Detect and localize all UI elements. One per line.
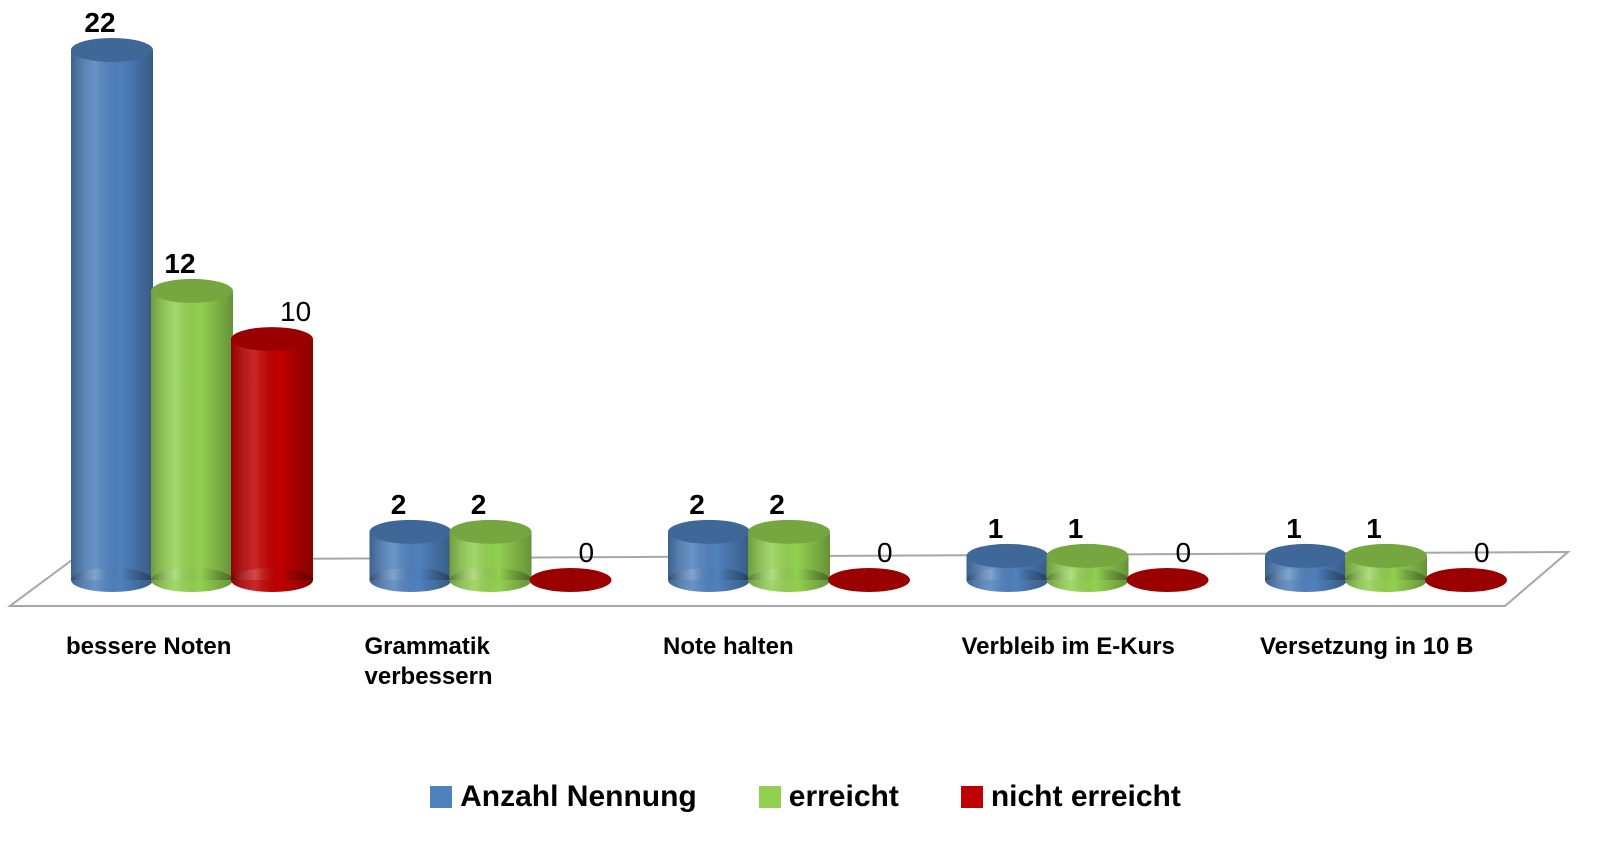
value-label: 2 xyxy=(471,489,487,520)
value-label: 2 xyxy=(689,489,705,520)
cylinder-top xyxy=(1046,543,1129,568)
cylinder-top xyxy=(1345,543,1427,568)
cylinder xyxy=(151,278,233,592)
cylinder xyxy=(1126,568,1209,592)
legend-item: Anzahl Nennung xyxy=(430,780,697,814)
legend-swatch xyxy=(430,786,453,808)
cylinder xyxy=(71,38,153,592)
cylinder-top xyxy=(71,38,153,62)
value-label: 2 xyxy=(391,489,407,520)
cylinder-top xyxy=(449,519,532,544)
legend-swatch xyxy=(960,786,983,808)
cylinder xyxy=(966,543,1049,592)
cylinder-top xyxy=(151,278,233,303)
legend-label: Anzahl Nennung xyxy=(460,780,697,813)
cylinder-top xyxy=(1265,543,1347,568)
value-label: 0 xyxy=(579,537,595,568)
cylinder xyxy=(1425,568,1507,592)
value-label: 22 xyxy=(84,7,115,38)
legend-swatch xyxy=(758,786,781,808)
value-label: 12 xyxy=(164,248,195,279)
value-label: 1 xyxy=(1068,513,1084,544)
cylinder xyxy=(668,519,750,592)
x-tick-label: bessere Noten xyxy=(66,633,232,660)
cylinder-top xyxy=(231,327,313,352)
cylinder-top xyxy=(748,519,830,544)
x-tick-label: Verbleib im E-Kurs xyxy=(961,633,1175,660)
cylinder-shade xyxy=(151,290,233,580)
cylinder xyxy=(369,519,452,592)
cylinder xyxy=(449,519,532,592)
value-label: 2 xyxy=(769,489,785,520)
cylinder xyxy=(1046,543,1129,592)
cylinder-top xyxy=(1126,568,1209,592)
cylinder xyxy=(529,568,612,592)
cylinder xyxy=(1345,543,1427,592)
value-label: 0 xyxy=(1474,537,1490,568)
cylinder xyxy=(231,327,313,592)
value-label: 0 xyxy=(1176,537,1192,568)
cylinder-top xyxy=(966,543,1049,568)
value-label: 10 xyxy=(280,296,311,327)
cylinder-shade xyxy=(71,50,153,580)
cylinder-top xyxy=(1425,568,1507,592)
cylinder xyxy=(748,519,830,592)
legend-label: erreicht xyxy=(788,780,899,813)
value-label: 0 xyxy=(877,537,893,568)
cylinder xyxy=(828,568,910,592)
cylinder-top xyxy=(529,568,612,592)
x-tick-label: Grammatik verbessern xyxy=(364,633,493,690)
legend-item: nicht erreicht xyxy=(960,780,1181,814)
cylinder-shade xyxy=(231,339,313,580)
cylinder xyxy=(1265,543,1347,592)
legend-item: erreicht xyxy=(758,780,899,814)
cylinder-top xyxy=(668,519,750,544)
value-label: 1 xyxy=(988,513,1004,544)
legend-label: nicht erreicht xyxy=(990,780,1181,813)
x-tick-label: Versetzung in 10 B xyxy=(1260,633,1474,660)
cylinder-top xyxy=(828,568,910,592)
x-tick-label: Note halten xyxy=(663,633,794,660)
value-label: 1 xyxy=(1366,513,1382,544)
value-label: 1 xyxy=(1286,513,1302,544)
cylinder-top xyxy=(369,519,452,544)
legend: Anzahl Nennung erreicht nicht erreicht xyxy=(0,780,1611,814)
